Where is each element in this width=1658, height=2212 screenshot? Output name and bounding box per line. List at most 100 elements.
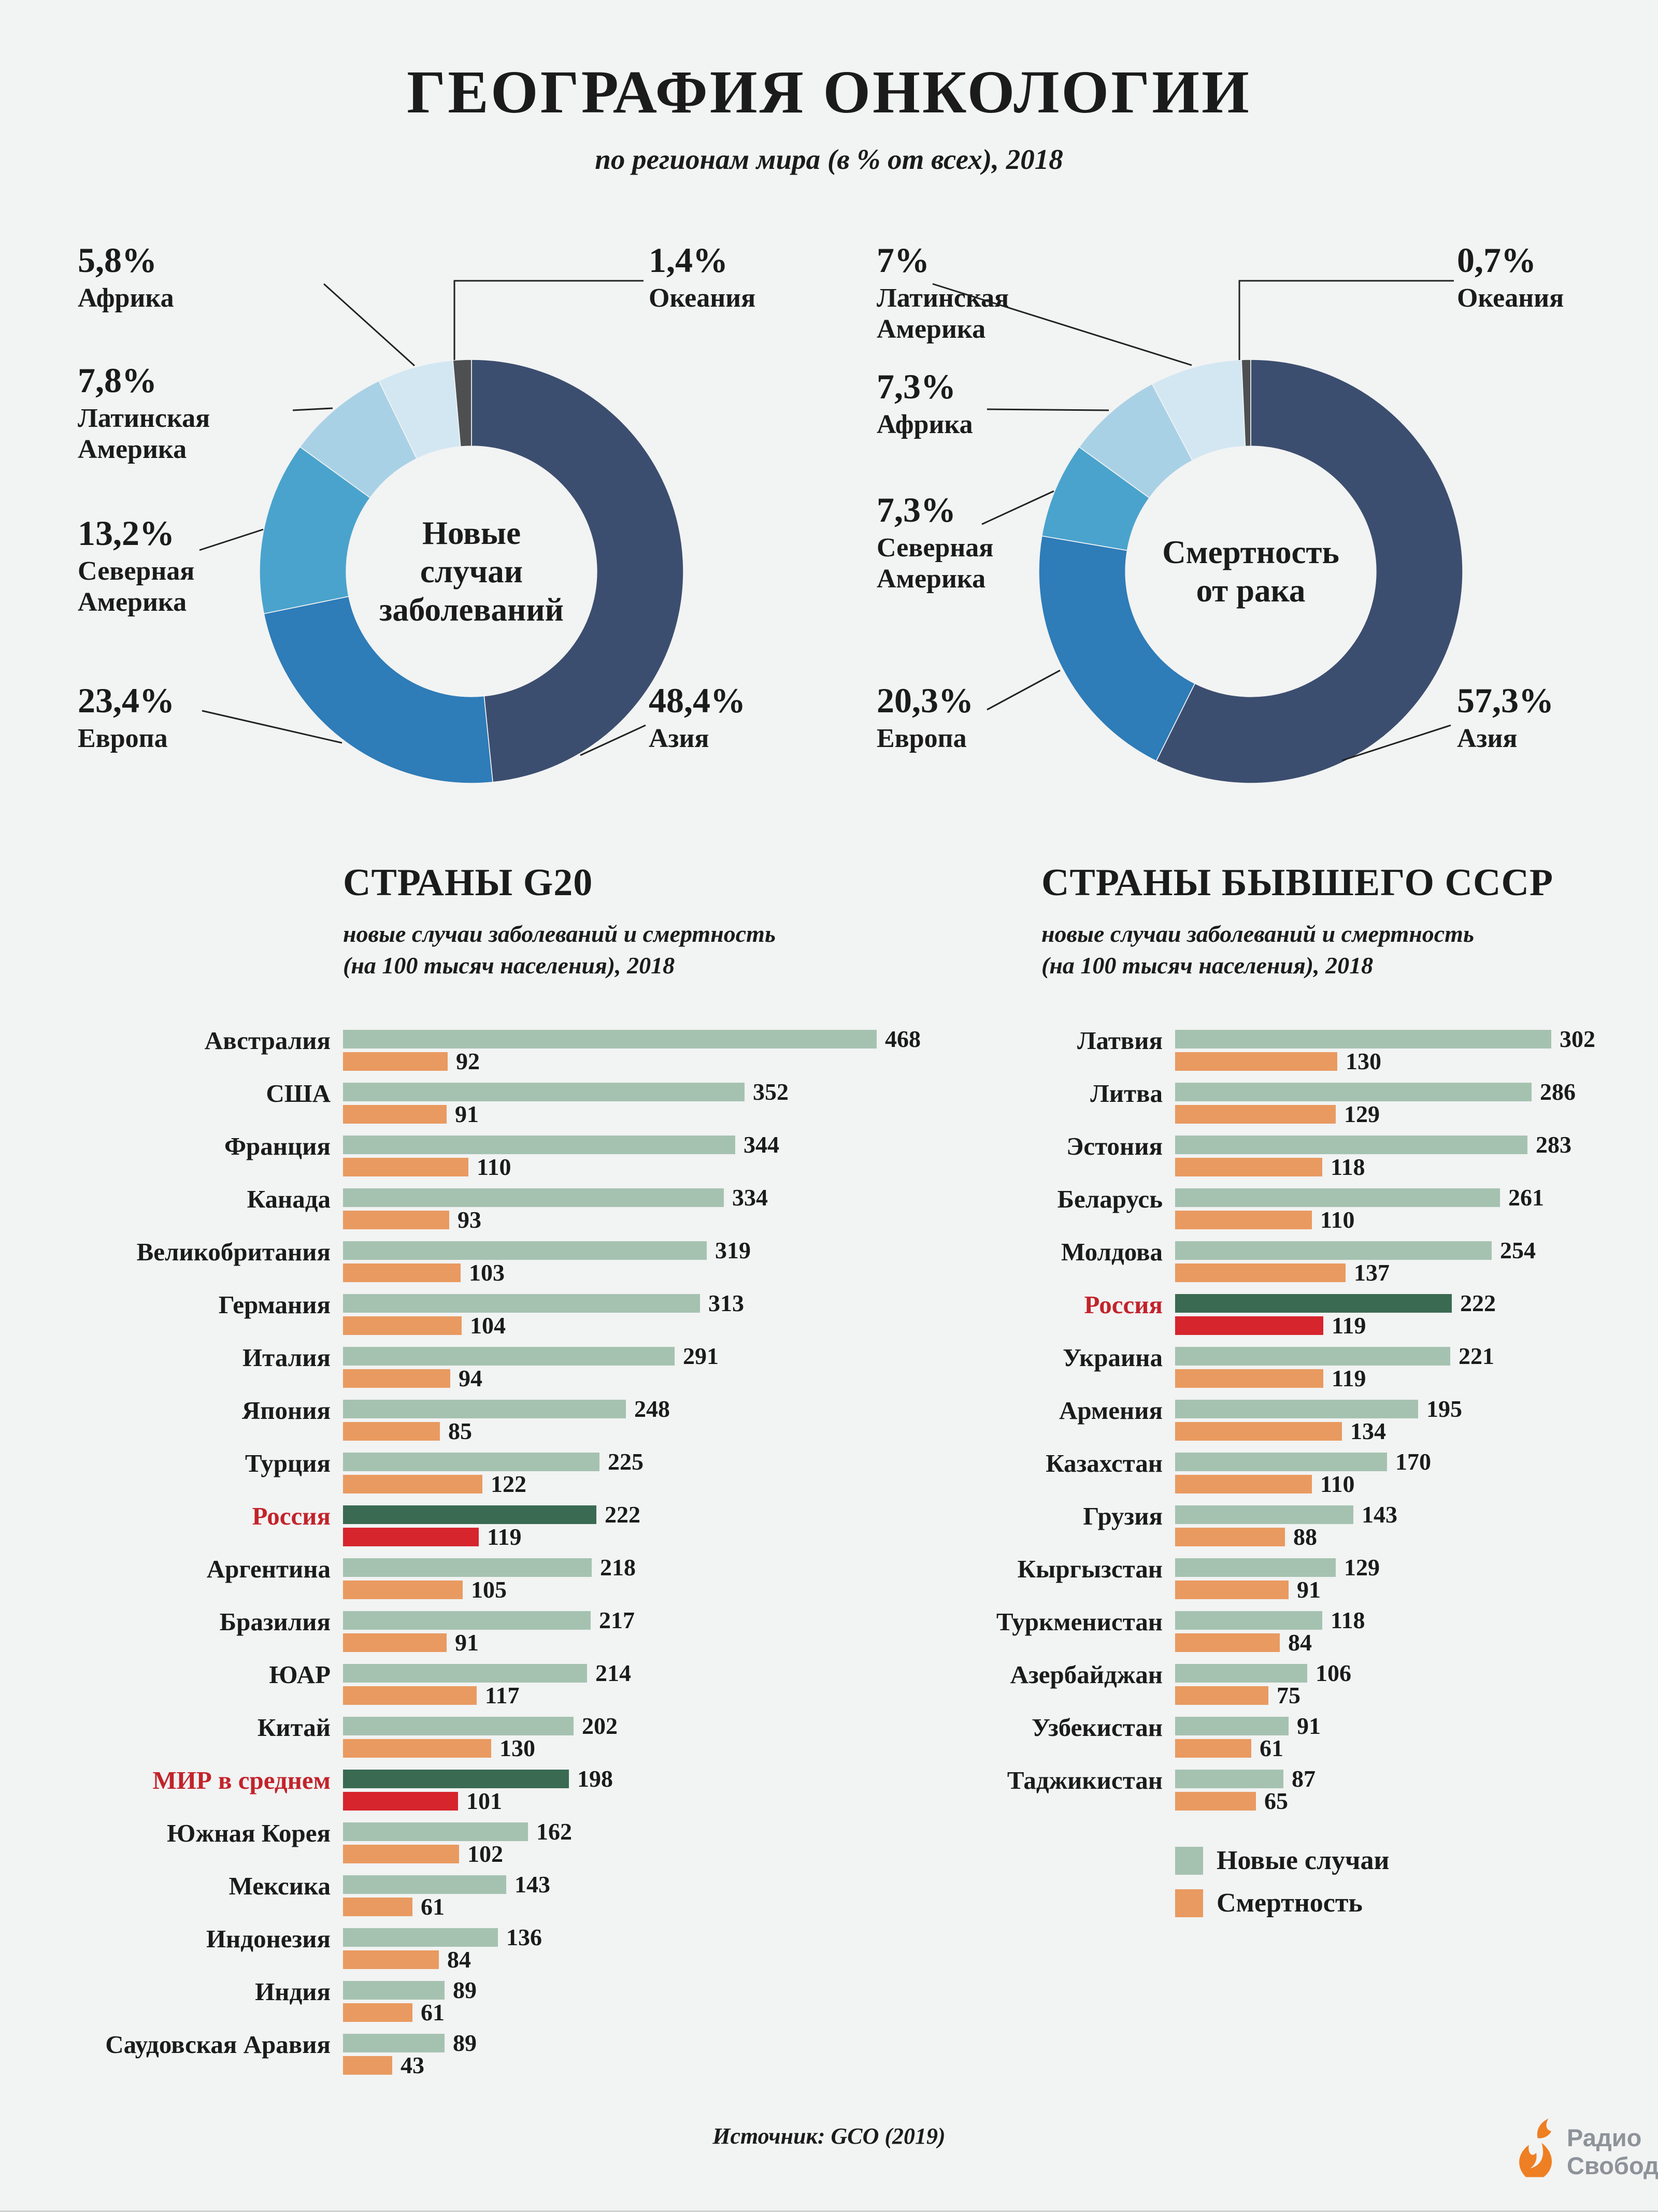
pct-value: 13,2%	[78, 513, 175, 553]
mortality-bar	[1175, 1686, 1268, 1705]
country-bars: 291 94	[343, 1344, 974, 1391]
ussr-subtitle-line: новые случаи заболеваний и смертность	[1041, 921, 1474, 947]
country-bars: 248 85	[343, 1397, 974, 1443]
bar-row: ЮАР 214 117	[52, 1661, 974, 1708]
mortality-value: 88	[1293, 1524, 1317, 1550]
logo-line2: Свобода	[1567, 2152, 1658, 2180]
new-cases-value: 468	[885, 1026, 921, 1052]
mortality-value: 61	[421, 1893, 445, 1920]
mortality-value: 137	[1354, 1259, 1390, 1286]
mortality-bar	[343, 1263, 461, 1282]
bar-row: Китай 202 130	[52, 1713, 974, 1760]
bar-row: Беларусь 261 110	[963, 1186, 1641, 1232]
new-cases-value: 87	[1292, 1765, 1316, 1792]
country-bars: 218 105	[343, 1556, 974, 1602]
country-label: Китай	[257, 1713, 331, 1742]
new-cases-bar	[343, 1822, 528, 1841]
new-cases-value: 106	[1316, 1660, 1351, 1686]
bar-row: Саудовская Аравия 89 43	[52, 2031, 974, 2077]
bar-row: США 352 91	[52, 1079, 974, 1126]
country-label: США	[266, 1079, 331, 1108]
mortality-value: 117	[485, 1682, 520, 1708]
flame-icon	[1519, 2118, 1552, 2177]
bar-row: Украина 221 119	[963, 1344, 1641, 1390]
mortality-bar	[343, 1528, 479, 1546]
new-cases-bar	[1175, 1241, 1492, 1260]
g20-subtitle-line: (на 100 тысяч населения), 2018	[343, 952, 675, 979]
mortality-value: 65	[1264, 1788, 1288, 1814]
mortality-bar	[1175, 1211, 1312, 1229]
new-cases-value: 143	[514, 1871, 550, 1898]
pct-value: 5,8%	[78, 240, 157, 280]
country-bars: 221 119	[1175, 1344, 1641, 1390]
country-bars: 162 102	[343, 1820, 974, 1866]
donut1-label-europe: 23,4% Европа	[78, 683, 295, 754]
mortality-bar	[343, 1898, 412, 1916]
mortality-bar	[1175, 1633, 1280, 1652]
bar-row: Южная Корея 162 102	[52, 1820, 974, 1866]
bar-row: Туркменистан 118 84	[963, 1607, 1641, 1655]
country-label: Латвия	[1077, 1026, 1163, 1055]
new-cases-value: 195	[1426, 1396, 1462, 1422]
new-cases-value: 254	[1500, 1237, 1536, 1263]
new-cases-bar	[343, 1770, 569, 1788]
new-cases-bar	[1175, 1453, 1387, 1471]
new-cases-value: 89	[453, 1977, 477, 2003]
country-label: Аргентина	[206, 1555, 331, 1583]
country-bars: 254 137	[1175, 1237, 1641, 1286]
country-bars: 313 104	[343, 1291, 974, 1338]
bar-row: Турция 225 122	[52, 1449, 974, 1496]
country-bars: 195 134	[1175, 1396, 1641, 1443]
mortality-bar	[1175, 1739, 1251, 1758]
country-label: Узбекистан	[1032, 1713, 1163, 1742]
country-bars: 222 119	[1175, 1291, 1641, 1339]
bar-row: Франция 344 110	[52, 1133, 974, 1179]
mortality-value: 94	[459, 1365, 482, 1391]
new-cases-value: 198	[577, 1765, 613, 1792]
pct-value: 7%	[877, 240, 930, 280]
new-cases-value: 202	[582, 1713, 618, 1739]
ussr-bar-chart: Латвия 302 130 Литва 286 129 Эстония 283 118 Бела…	[963, 1026, 1641, 1822]
country-bars: 91 61	[1175, 1714, 1641, 1760]
donut-slice	[263, 596, 493, 784]
new-cases-value: 319	[715, 1237, 751, 1263]
new-cases-bar	[343, 1136, 735, 1154]
pct-value: 23,4%	[78, 681, 175, 720]
new-cases-bar	[343, 1875, 506, 1894]
country-label: Туркменистан	[996, 1607, 1163, 1636]
bar-row: Канада 334 93	[52, 1186, 974, 1232]
bar-row: Индия 89 61	[52, 1977, 974, 2024]
new-cases-bar	[1175, 1664, 1307, 1683]
new-cases-bar	[343, 1030, 877, 1048]
country-label: Турция	[245, 1449, 331, 1477]
bar-row: Эстония 283 118	[963, 1133, 1641, 1179]
ussr-title: СТРАНЫ БЫВШЕГО СССР	[1041, 861, 1554, 904]
country-label: МИР в среднем	[152, 1766, 331, 1794]
new-cases-bar	[1175, 1294, 1452, 1313]
country-bars: 170 110	[1175, 1450, 1641, 1496]
country-label: Россия	[252, 1502, 331, 1530]
bar-row: Литва 286 129	[963, 1080, 1641, 1126]
region-name: Азия	[1457, 724, 1518, 753]
country-bars: 344 110	[343, 1133, 974, 1179]
mortality-value: 91	[1297, 1576, 1321, 1603]
g20-bar-chart: Австралия 468 92 США 352 91 Франция 344 110 Канад…	[52, 1026, 974, 2087]
new-cases-bar	[343, 1453, 599, 1471]
page-title: ГЕОГРАФИЯ ОНКОЛОГИИ	[407, 58, 1251, 126]
new-cases-bar	[343, 1664, 587, 1683]
logo-line1: Радио	[1567, 2124, 1642, 2151]
donut1-label-latin-america: 7,8% Латинская Америка	[78, 363, 295, 465]
mortality-value: 119	[1332, 1312, 1366, 1339]
region-name: Северная Америка	[78, 556, 195, 617]
mortality-bar	[343, 1105, 447, 1124]
new-cases-bar	[1175, 1083, 1532, 1101]
country-bars: 214 117	[343, 1661, 974, 1708]
country-bars: 222 119	[343, 1501, 974, 1549]
mortality-bar	[343, 1316, 462, 1335]
donut-chart-new-cases	[259, 359, 684, 784]
bar-row: Италия 291 94	[52, 1344, 974, 1391]
donut2-label-north-america: 7,3% Северная Америка	[877, 492, 1094, 595]
new-cases-value: 222	[605, 1501, 640, 1528]
new-cases-bar	[343, 1717, 574, 1735]
new-cases-bar	[1175, 1030, 1551, 1048]
